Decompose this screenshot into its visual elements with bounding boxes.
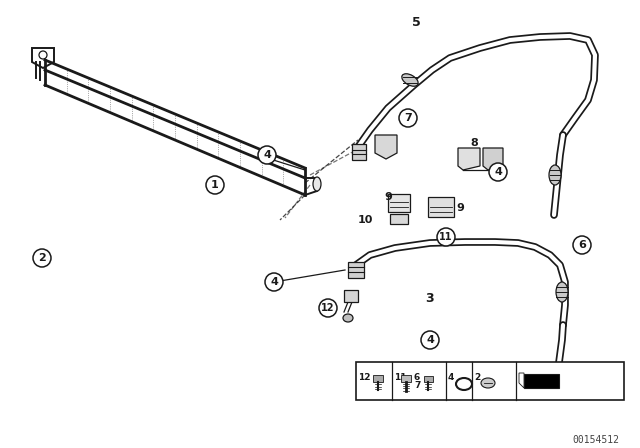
Text: 9: 9 [384,192,392,202]
Circle shape [319,299,337,317]
Ellipse shape [402,74,418,86]
Text: 3: 3 [426,292,435,305]
Ellipse shape [549,165,561,185]
Text: 10: 10 [357,215,372,225]
Circle shape [206,176,224,194]
Circle shape [258,146,276,164]
Text: 5: 5 [412,16,420,29]
Text: 4: 4 [494,167,502,177]
Bar [424,376,433,382]
Circle shape [573,236,591,254]
Text: 00154512: 00154512 [573,435,620,445]
Text: 12: 12 [321,303,335,313]
Circle shape [33,249,51,267]
Ellipse shape [313,177,321,191]
Text: 2: 2 [474,374,480,383]
Bar [373,375,383,382]
Ellipse shape [343,314,353,322]
Bar [428,197,454,217]
Bar [356,362,624,400]
Circle shape [265,273,283,291]
Text: 4: 4 [263,150,271,160]
Polygon shape [483,148,503,170]
Bar [401,375,411,382]
Bar [388,194,410,212]
Text: 11: 11 [394,374,406,383]
Text: 11: 11 [439,232,452,242]
Bar [344,290,358,302]
Text: 4: 4 [448,374,454,383]
Text: 4: 4 [426,335,434,345]
Polygon shape [458,148,480,170]
Polygon shape [375,135,397,159]
Circle shape [399,109,417,127]
Bar [348,262,364,278]
Text: 6: 6 [578,240,586,250]
Circle shape [421,331,439,349]
Text: 4: 4 [270,277,278,287]
Text: 1: 1 [211,180,219,190]
Bar [352,144,366,160]
Text: 7: 7 [414,380,420,389]
Circle shape [437,228,455,246]
Text: 12: 12 [358,374,371,383]
Text: 2: 2 [38,253,46,263]
Ellipse shape [481,378,495,388]
Text: 8: 8 [470,138,478,148]
Circle shape [489,163,507,181]
Bar [390,214,408,224]
Polygon shape [519,373,524,388]
Ellipse shape [556,282,568,302]
Text: 7: 7 [404,113,412,123]
Text: 9: 9 [456,203,464,213]
Text: 6: 6 [414,372,420,382]
Bar [524,374,559,388]
